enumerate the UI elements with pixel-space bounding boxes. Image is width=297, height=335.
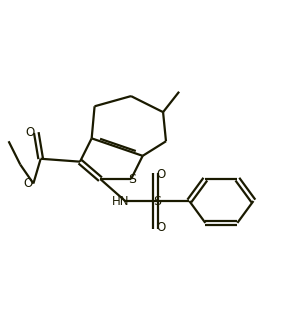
Text: O: O (23, 177, 32, 190)
Text: O: O (157, 221, 166, 234)
Text: S: S (129, 173, 136, 186)
Text: S: S (153, 195, 161, 207)
Text: HN: HN (112, 195, 129, 207)
Text: O: O (25, 126, 34, 139)
Text: O: O (157, 168, 166, 181)
